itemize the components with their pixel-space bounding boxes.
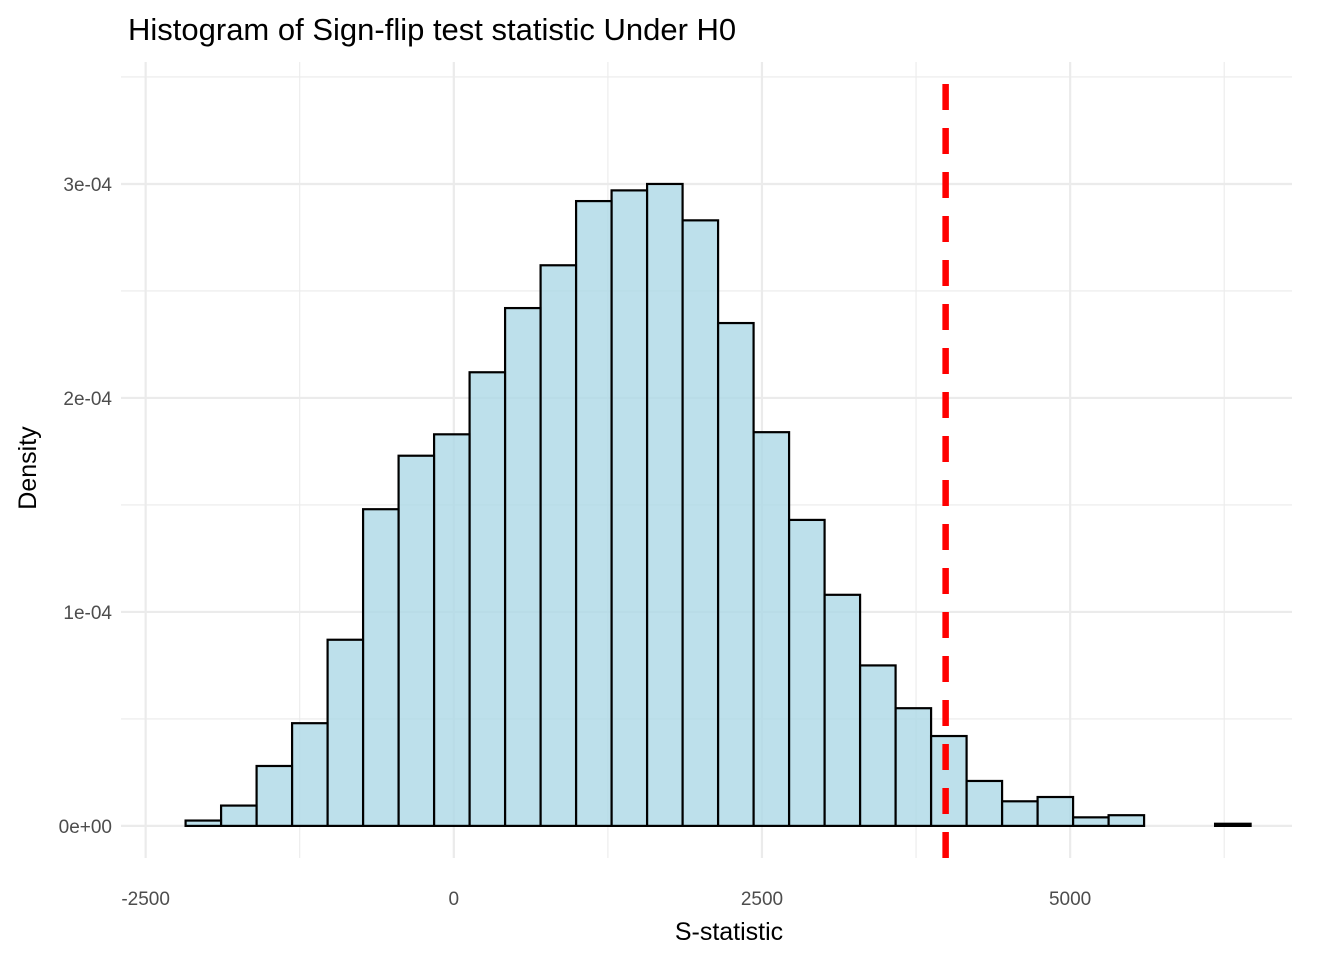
histogram-bar-10 — [539, 264, 578, 828]
y-axis-title: Density — [14, 426, 42, 510]
histogram-bars — [184, 182, 1252, 828]
x-tick-label: -2500 — [121, 889, 170, 910]
histogram-bar-4 — [326, 638, 365, 828]
y-axis-tick-labels: 0e+00 1e-04 2e-04 3e-04 — [59, 175, 113, 838]
histogram-bar-18 — [823, 593, 862, 828]
x-tick-label: 2500 — [741, 889, 783, 910]
histogram-bar-19 — [858, 664, 897, 828]
histogram-bar-20 — [894, 707, 933, 828]
histogram-bar-25 — [1071, 816, 1110, 828]
histogram-bar-9 — [503, 306, 542, 828]
histogram-bar-15 — [716, 321, 755, 828]
y-tick-label: 2e-04 — [63, 389, 112, 410]
histogram-bar-17 — [787, 518, 826, 828]
y-tick-label: 3e-04 — [63, 175, 112, 196]
x-tick-label: 0 — [449, 889, 460, 910]
x-axis-title: S-statistic — [675, 918, 783, 946]
histogram-bar-16 — [752, 431, 791, 828]
histogram-bar-5 — [361, 508, 400, 828]
histogram-bar-22 — [965, 779, 1004, 828]
histogram-bar-11 — [574, 199, 613, 828]
y-tick-label: 1e-04 — [63, 603, 112, 624]
histogram-bar-8 — [468, 371, 507, 828]
histogram-bar-26 — [1107, 814, 1146, 828]
histogram-bar-23 — [1000, 800, 1039, 828]
histogram-bar-24 — [1036, 795, 1075, 828]
histogram-bar-3 — [290, 722, 329, 828]
histogram-bar-2 — [255, 764, 294, 828]
x-axis-tick-labels: -2500 0 2500 5000 — [121, 889, 1091, 910]
histogram-bar-7 — [432, 433, 471, 828]
x-tick-label: 5000 — [1049, 889, 1091, 910]
histogram-bar-0 — [184, 819, 223, 828]
histogram-bar-13 — [645, 182, 684, 828]
y-tick-label: 0e+00 — [59, 817, 112, 838]
histogram-bar-29 — [1213, 822, 1252, 828]
histogram-bar-6 — [397, 454, 436, 828]
histogram-bar-12 — [610, 189, 649, 828]
histogram-bar-14 — [681, 219, 720, 828]
chart-title: Histogram of Sign-flip test statistic Un… — [128, 12, 736, 47]
histogram-bar-1 — [219, 804, 258, 828]
